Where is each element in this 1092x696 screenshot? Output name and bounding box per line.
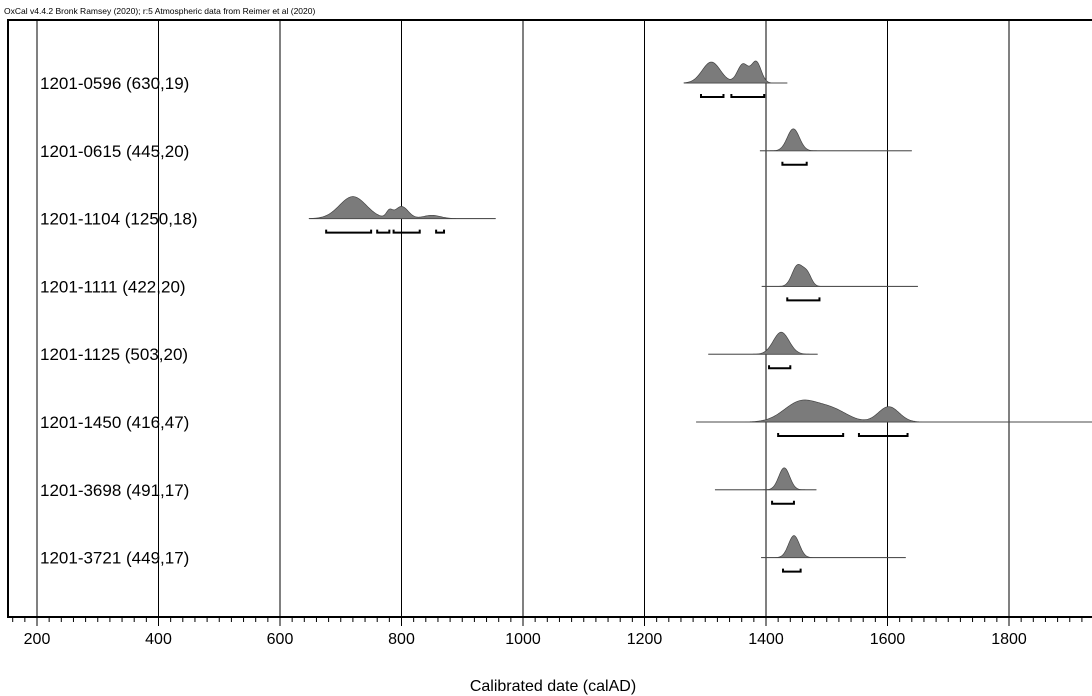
hpd-bracket	[436, 230, 444, 233]
sample-label: 1201-3698 (491,17)	[40, 481, 189, 500]
tick-label-1200: 1200	[627, 631, 663, 648]
sample-label: 1201-1111 (422,20)	[40, 277, 186, 296]
credit-line: OxCal v4.4.2 Bronk Ramsey (2020); r:5 At…	[4, 6, 315, 16]
sample-1	[760, 129, 912, 165]
sample-0	[684, 61, 787, 97]
distributions	[309, 61, 1092, 572]
sample-label: 1201-1104 (1250,18)	[40, 210, 198, 229]
x-axis-title: Calibrated date (calAD)	[470, 678, 636, 695]
tick-label-1400: 1400	[748, 631, 784, 648]
tick-label-200: 200	[24, 631, 51, 648]
probability-distribution	[760, 129, 912, 151]
hpd-bracket	[769, 365, 790, 368]
tick-label-600: 600	[267, 631, 294, 648]
sample-labels: 1201-0596 (630,19) 1201-0615 (445,20) 1201…	[40, 74, 198, 568]
hpd-bracket	[731, 94, 764, 97]
hpd-bracket	[778, 433, 843, 436]
sample-label: 1201-3721 (449,17)	[40, 549, 189, 568]
hpd-bracket	[787, 297, 819, 300]
probability-distribution	[684, 61, 787, 83]
tick-label-800: 800	[388, 631, 415, 648]
probability-distribution	[761, 536, 906, 558]
sample-4	[708, 332, 817, 368]
probability-distribution	[762, 264, 918, 286]
hpd-bracket	[377, 230, 389, 233]
hpd-bracket	[783, 569, 801, 572]
sample-label: 1201-1125 (503,20)	[40, 345, 188, 364]
probability-distribution	[309, 197, 496, 219]
sample-3	[762, 264, 918, 300]
hpd-bracket	[772, 501, 794, 504]
sample-label: 1201-0596 (630,19)	[40, 74, 189, 93]
tick-label-1600: 1600	[870, 631, 906, 648]
sample-2	[309, 197, 496, 233]
probability-distribution	[708, 332, 817, 354]
grid-lines	[37, 21, 1009, 617]
tick-label-400: 400	[145, 631, 172, 648]
hpd-bracket	[782, 162, 806, 165]
tick-label-1000: 1000	[505, 631, 541, 648]
sample-label: 1201-1450 (416,47)	[40, 413, 189, 432]
hpd-bracket	[701, 94, 723, 97]
hpd-bracket	[326, 230, 371, 233]
probability-distribution	[696, 400, 1092, 422]
sample-label: 1201-0615 (445,20)	[40, 142, 189, 161]
hpd-bracket	[394, 230, 420, 233]
x-axis: 200 400 600 800 1000 1200 1400 1600 1800	[13, 617, 1092, 648]
tick-label-1800: 1800	[991, 631, 1027, 648]
sample-5	[696, 400, 1092, 436]
sample-7	[761, 536, 906, 572]
plot-frame	[8, 20, 1092, 617]
hpd-bracket	[859, 433, 908, 436]
